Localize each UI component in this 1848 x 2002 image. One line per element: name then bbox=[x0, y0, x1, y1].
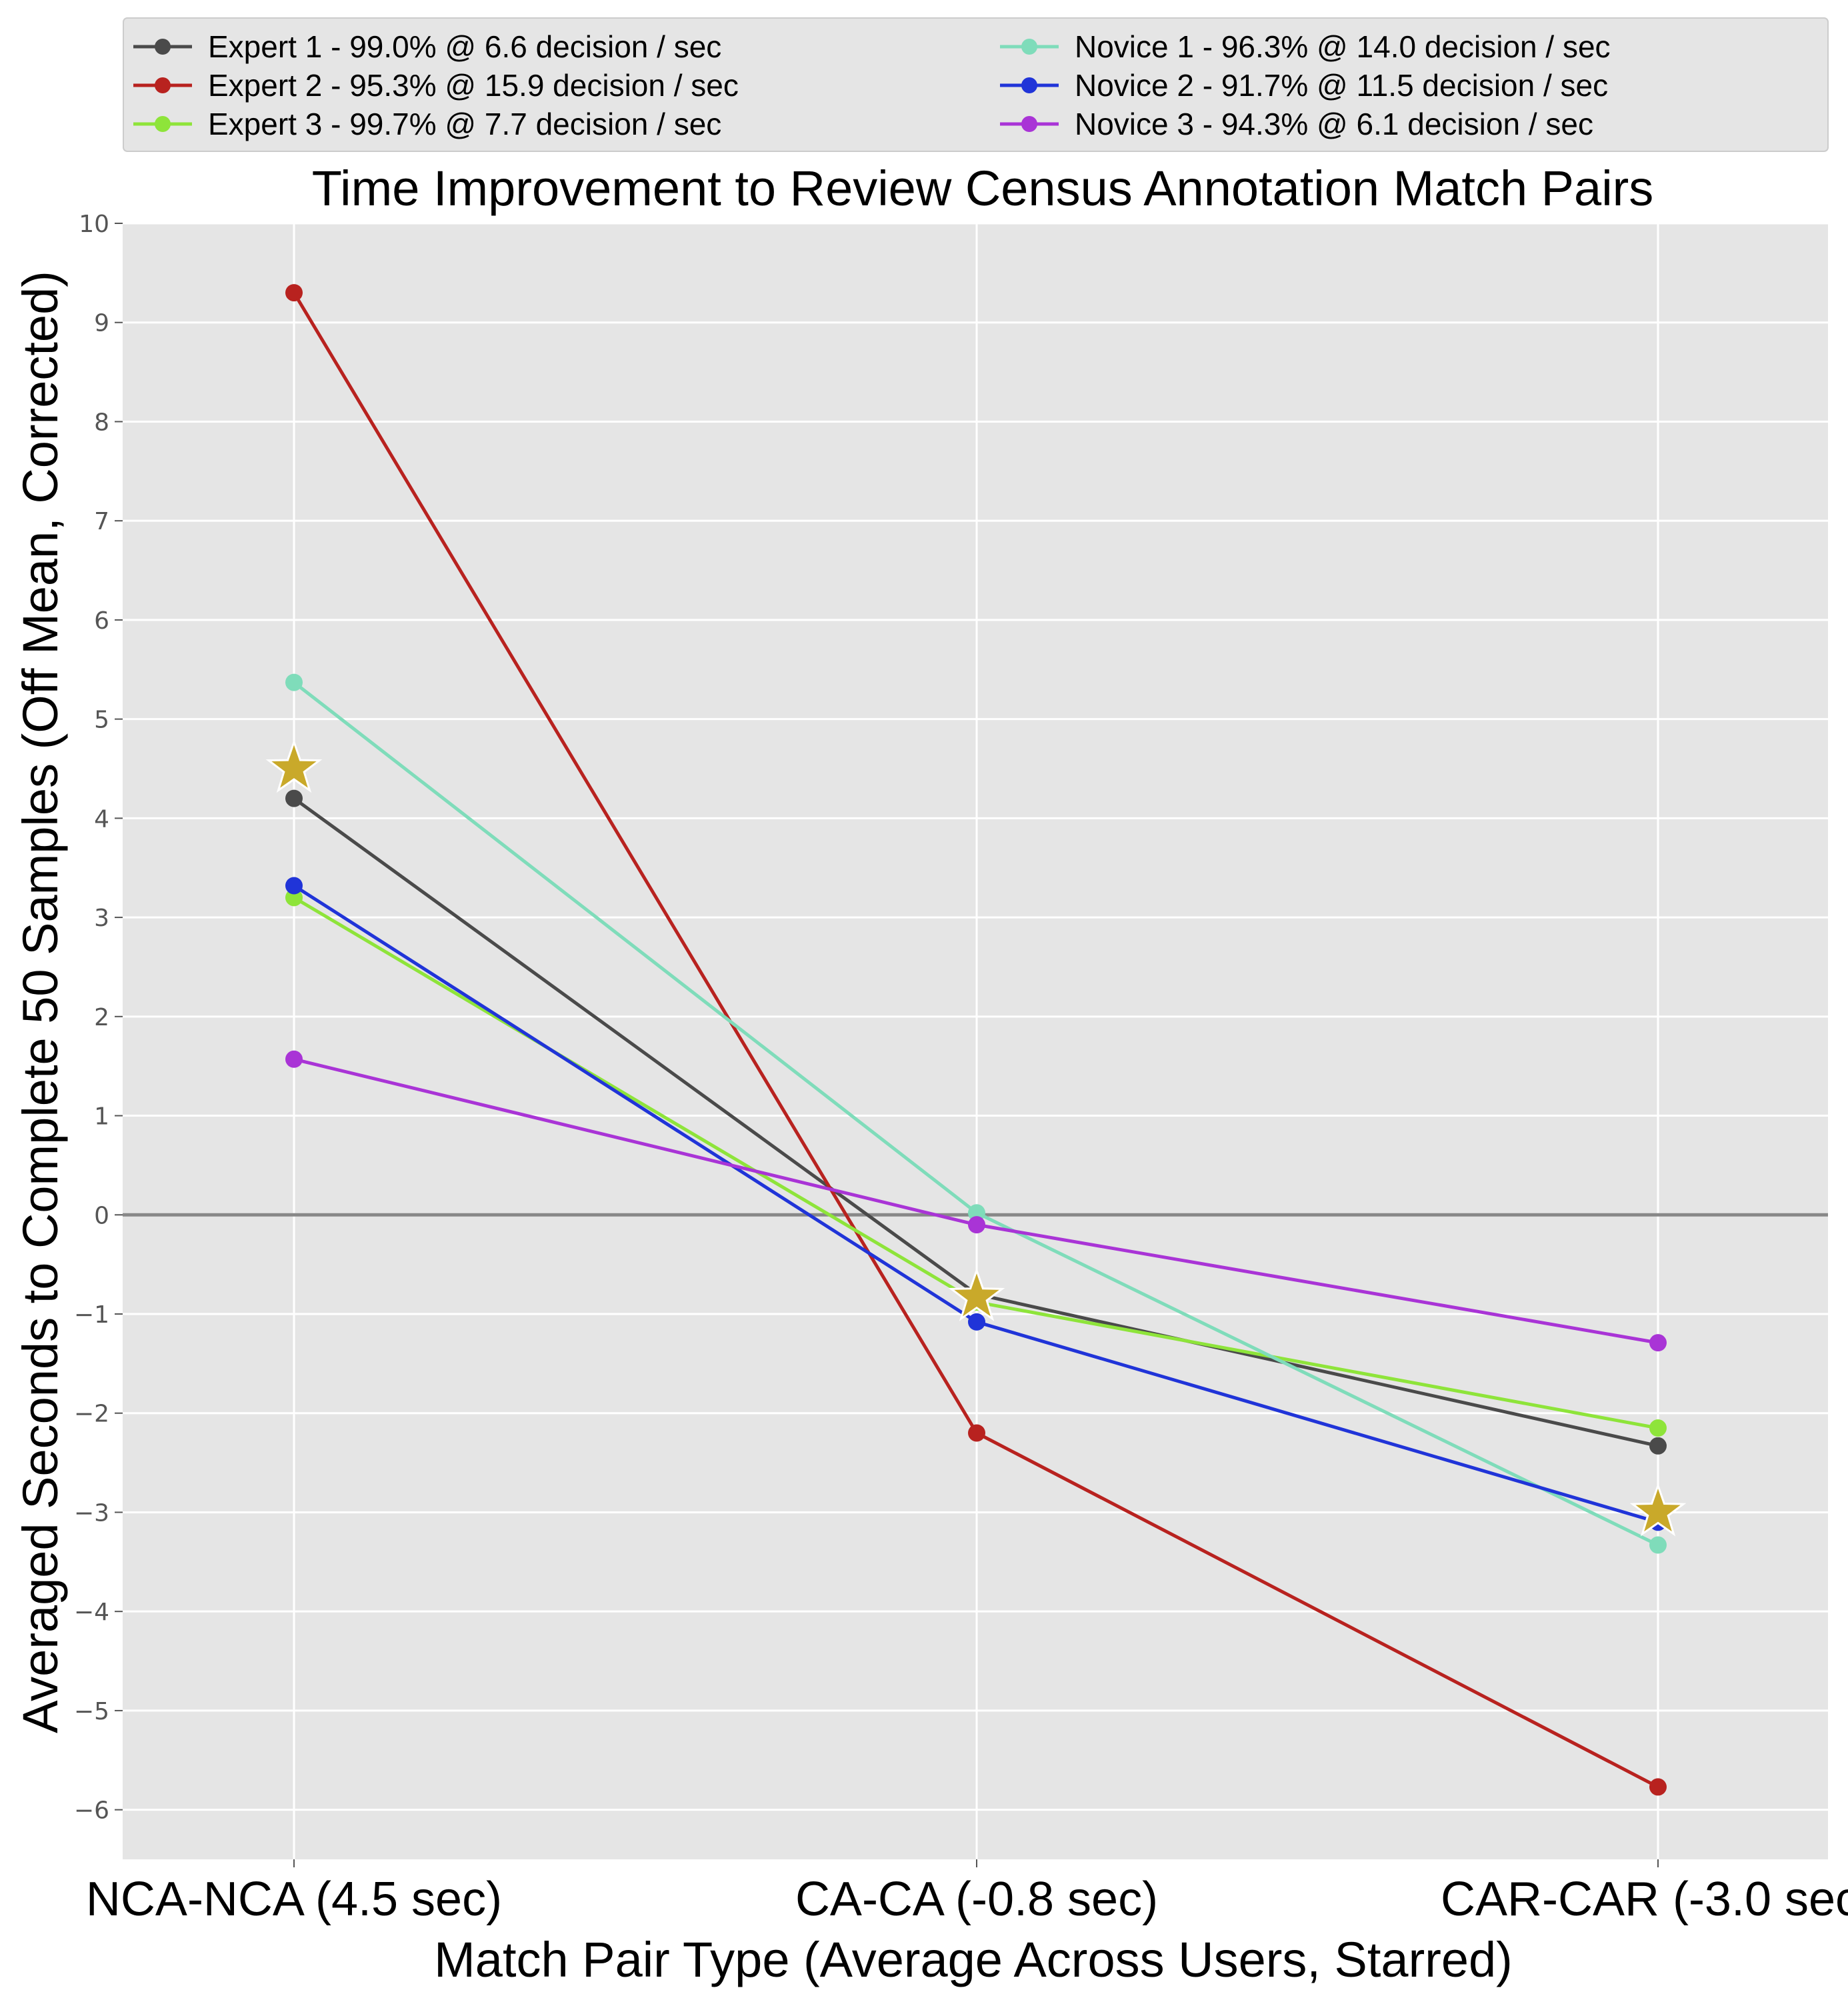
grid-lines bbox=[123, 222, 1828, 1859]
data-point bbox=[968, 1216, 985, 1234]
x-tick-label: CA-CA (-0.8 sec) bbox=[795, 1873, 1158, 1926]
y-tick-label: −4 bbox=[74, 1599, 109, 1626]
series-group bbox=[285, 1050, 1667, 1352]
data-point bbox=[1649, 1536, 1667, 1554]
x-axis: NCA-NCA (4.5 sec) CA-CA (-0.8 sec) CAR-CAR… bbox=[86, 1859, 1848, 1926]
x-axis-title: Match Pair Type (Average Across Users, S… bbox=[434, 1932, 1513, 1987]
legend-label: Expert 2 - 95.3% @ 15.9 decision / sec bbox=[208, 68, 739, 103]
legend-item: Novice 1 - 96.3% @ 14.0 decision / sec bbox=[1000, 29, 1611, 64]
data-point bbox=[968, 1313, 985, 1331]
average-star-marker bbox=[948, 1267, 1005, 1321]
y-tick-label: 2 bbox=[94, 1004, 109, 1031]
y-tick-label: 5 bbox=[94, 707, 109, 734]
y-axis-title: Averaged Seconds to Complete 50 Samples … bbox=[13, 271, 68, 1733]
legend-label: Novice 3 - 94.3% @ 6.1 decision / sec bbox=[1075, 107, 1593, 141]
y-tick-label: 1 bbox=[94, 1103, 109, 1131]
y-tick-label: −1 bbox=[74, 1301, 109, 1329]
legend-marker bbox=[1021, 116, 1037, 132]
x-tick-label: NCA-NCA (4.5 sec) bbox=[86, 1873, 502, 1926]
legend-marker bbox=[155, 39, 171, 55]
data-point bbox=[285, 889, 303, 907]
y-tick-label: 9 bbox=[94, 310, 109, 337]
data-point bbox=[1649, 1437, 1667, 1455]
data-point bbox=[968, 1204, 985, 1222]
x-tick-label: CAR-CAR (-3.0 sec) bbox=[1441, 1873, 1848, 1926]
data-point bbox=[285, 877, 303, 895]
legend-marker bbox=[155, 116, 171, 132]
data-point bbox=[285, 1050, 303, 1068]
y-tick-label: −2 bbox=[74, 1401, 109, 1428]
legend-item: Novice 2 - 91.7% @ 11.5 decision / sec bbox=[1000, 68, 1608, 103]
legend-marker bbox=[1021, 77, 1037, 93]
y-tick-label: 0 bbox=[94, 1202, 109, 1229]
data-point bbox=[285, 284, 303, 302]
series-group bbox=[285, 284, 1667, 1796]
legend-marker bbox=[1021, 39, 1037, 55]
y-tick-label: 7 bbox=[94, 508, 109, 535]
y-tick-label: 4 bbox=[94, 805, 109, 833]
average-star-marker bbox=[265, 739, 323, 793]
data-point bbox=[968, 1424, 985, 1442]
data-point bbox=[1649, 1778, 1667, 1796]
legend-box bbox=[123, 17, 1829, 152]
data-point bbox=[285, 673, 303, 691]
legend-label: Novice 2 - 91.7% @ 11.5 decision / sec bbox=[1075, 68, 1608, 103]
average-stars bbox=[265, 739, 1687, 1537]
legend: Expert 1 - 99.0% @ 6.6 decision / sec Exp… bbox=[123, 17, 1829, 152]
data-point bbox=[1649, 1334, 1667, 1352]
chart-title: Time Improvement to Review Census Annota… bbox=[312, 161, 1654, 216]
legend-label: Novice 1 - 96.3% @ 14.0 decision / sec bbox=[1075, 29, 1611, 64]
data-point bbox=[285, 789, 303, 807]
average-star-marker bbox=[1629, 1482, 1687, 1537]
legend-item: Expert 3 - 99.7% @ 7.7 decision / sec bbox=[133, 107, 721, 141]
legend-marker bbox=[155, 77, 171, 93]
y-tick-label: 8 bbox=[94, 409, 109, 436]
series-group bbox=[285, 673, 1667, 1554]
y-tick-label: −3 bbox=[74, 1499, 109, 1527]
legend-item: Expert 1 - 99.0% @ 6.6 decision / sec bbox=[133, 29, 721, 64]
y-tick-label: −5 bbox=[74, 1698, 109, 1725]
legend-label: Expert 1 - 99.0% @ 6.6 decision / sec bbox=[208, 29, 721, 64]
plot-area bbox=[123, 223, 1828, 1859]
y-tick-label: 10 bbox=[79, 211, 109, 238]
legend-label: Expert 3 - 99.7% @ 7.7 decision / sec bbox=[208, 107, 721, 141]
y-tick-label: 6 bbox=[94, 607, 109, 635]
data-point bbox=[1649, 1419, 1667, 1437]
legend-item: Expert 2 - 95.3% @ 15.9 decision / sec bbox=[133, 68, 739, 103]
y-tick-label: 3 bbox=[94, 905, 109, 932]
legend-item: Novice 3 - 94.3% @ 6.1 decision / sec bbox=[1000, 107, 1593, 141]
y-tick-label: −6 bbox=[74, 1797, 109, 1825]
